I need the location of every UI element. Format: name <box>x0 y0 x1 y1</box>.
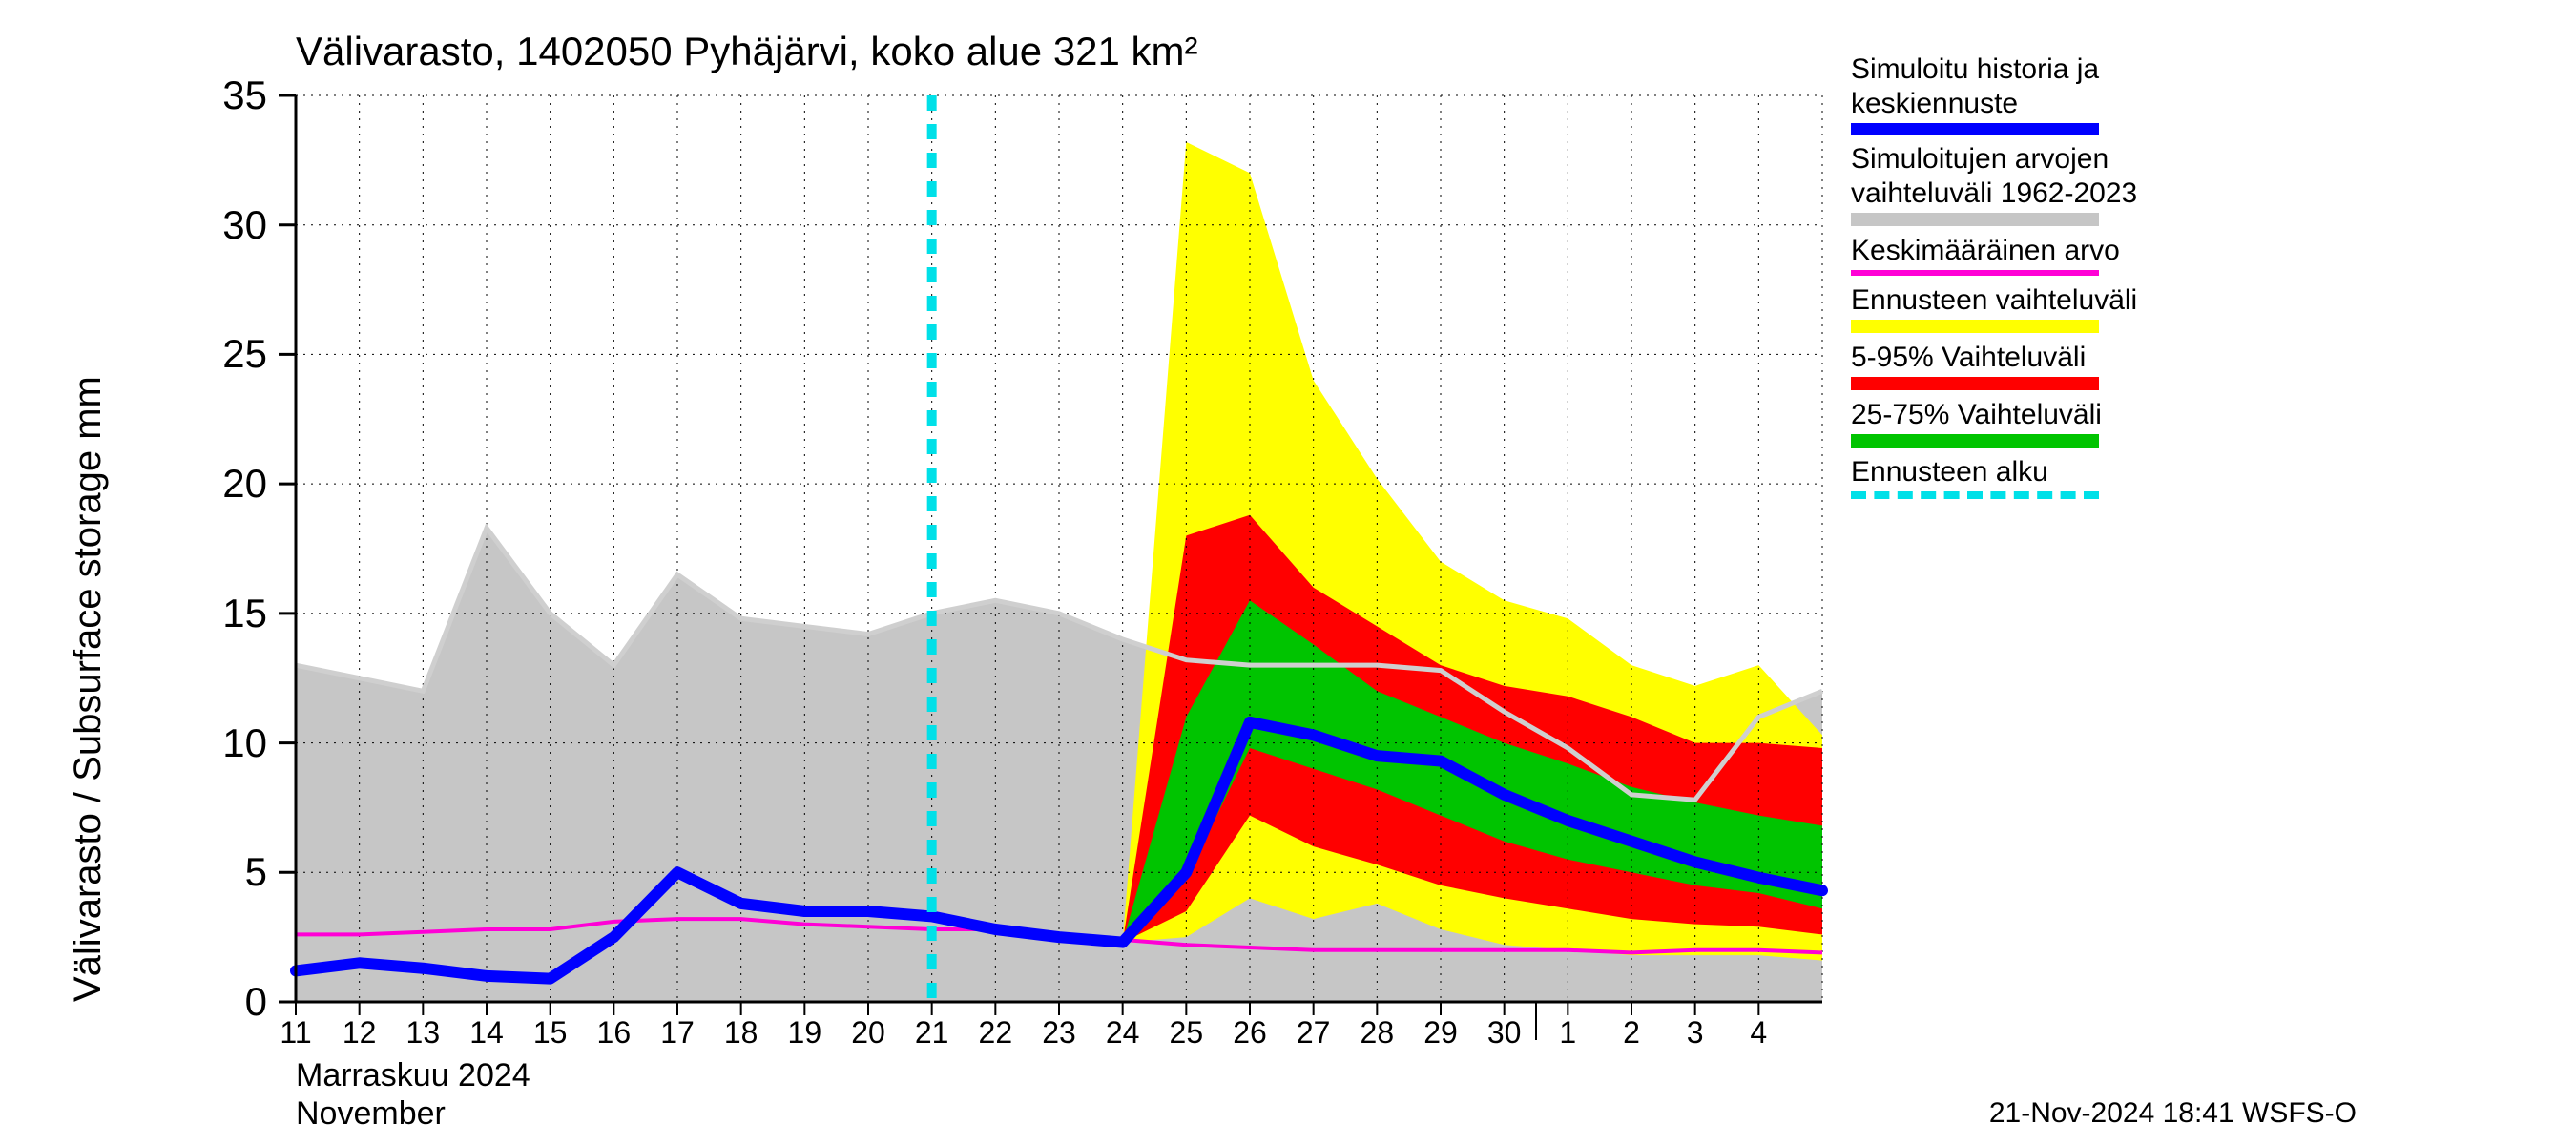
legend-label: Simuloitu historia ja <box>1851 52 2385 87</box>
legend-label: Ennusteen alku <box>1851 455 2385 489</box>
legend-swatch <box>1851 320 2099 333</box>
x-tick-label: 30 <box>1487 1015 1522 1051</box>
legend-entry: Keskimääräinen arvo <box>1851 234 2385 276</box>
y-tick-label: 35 <box>200 73 267 118</box>
x-tick-label: 18 <box>724 1015 758 1051</box>
legend-entry: 25-75% Vaihteluväli <box>1851 398 2385 448</box>
x-tick-label: 3 <box>1687 1015 1704 1051</box>
legend-label: 5-95% Vaihteluväli <box>1851 341 2385 375</box>
legend-swatch <box>1851 491 2099 499</box>
legend-label: Simuloitujen arvojen <box>1851 142 2385 177</box>
x-tick-label: 11 <box>280 1015 311 1051</box>
legend-label: vaihteluväli 1962-2023 <box>1851 177 2385 211</box>
x-tick-label: 4 <box>1750 1015 1767 1051</box>
x-tick-label: 20 <box>851 1015 885 1051</box>
legend-swatch <box>1851 213 2099 226</box>
legend-entry: 5-95% Vaihteluväli <box>1851 341 2385 390</box>
legend-entry: Simuloitu historia jakeskiennuste <box>1851 52 2385 135</box>
legend-label: 25-75% Vaihteluväli <box>1851 398 2385 432</box>
legend-label: keskiennuste <box>1851 87 2385 121</box>
x-tick-label: 24 <box>1106 1015 1140 1051</box>
x-tick-label: 19 <box>788 1015 822 1051</box>
x-axis-label-month-en: November <box>296 1095 446 1133</box>
x-tick-label: 17 <box>660 1015 695 1051</box>
x-tick-label: 27 <box>1297 1015 1331 1051</box>
x-tick-label: 21 <box>915 1015 949 1051</box>
y-tick-label: 25 <box>200 331 267 377</box>
x-tick-label: 25 <box>1170 1015 1204 1051</box>
x-tick-label: 15 <box>533 1015 568 1051</box>
legend: Simuloitu historia jakeskiennusteSimuloi… <box>1851 52 2385 507</box>
legend-swatch <box>1851 270 2099 276</box>
y-tick-label: 0 <box>200 979 267 1025</box>
y-tick-label: 5 <box>200 849 267 895</box>
legend-swatch <box>1851 123 2099 135</box>
legend-entry: Ennusteen vaihteluväli <box>1851 283 2385 333</box>
legend-entry: Simuloitujen arvojenvaihteluväli 1962-20… <box>1851 142 2385 226</box>
x-tick-label: 14 <box>469 1015 504 1051</box>
x-tick-label: 2 <box>1623 1015 1640 1051</box>
x-tick-label: 1 <box>1559 1015 1576 1051</box>
legend-swatch <box>1851 377 2099 390</box>
x-tick-label: 29 <box>1423 1015 1458 1051</box>
legend-label: Ennusteen vaihteluväli <box>1851 283 2385 318</box>
y-tick-label: 15 <box>200 591 267 636</box>
x-tick-label: 16 <box>597 1015 632 1051</box>
legend-label: Keskimääräinen arvo <box>1851 234 2385 268</box>
y-tick-label: 10 <box>200 720 267 766</box>
y-tick-label: 20 <box>200 461 267 507</box>
footer-caption: 21-Nov-2024 18:41 WSFS-O <box>1989 1097 2357 1130</box>
x-tick-label: 28 <box>1361 1015 1395 1051</box>
x-tick-label: 23 <box>1042 1015 1076 1051</box>
x-tick-label: 22 <box>979 1015 1013 1051</box>
legend-entry: Ennusteen alku <box>1851 455 2385 499</box>
x-tick-label: 13 <box>406 1015 441 1051</box>
x-axis-label-month-fi: Marraskuu 2024 <box>296 1057 530 1094</box>
chart-container: Välivarasto, 1402050 Pyhäjärvi, koko alu… <box>0 0 2576 1145</box>
legend-swatch <box>1851 434 2099 448</box>
x-tick-label: 26 <box>1233 1015 1267 1051</box>
y-tick-label: 30 <box>200 202 267 248</box>
x-tick-label: 12 <box>343 1015 377 1051</box>
